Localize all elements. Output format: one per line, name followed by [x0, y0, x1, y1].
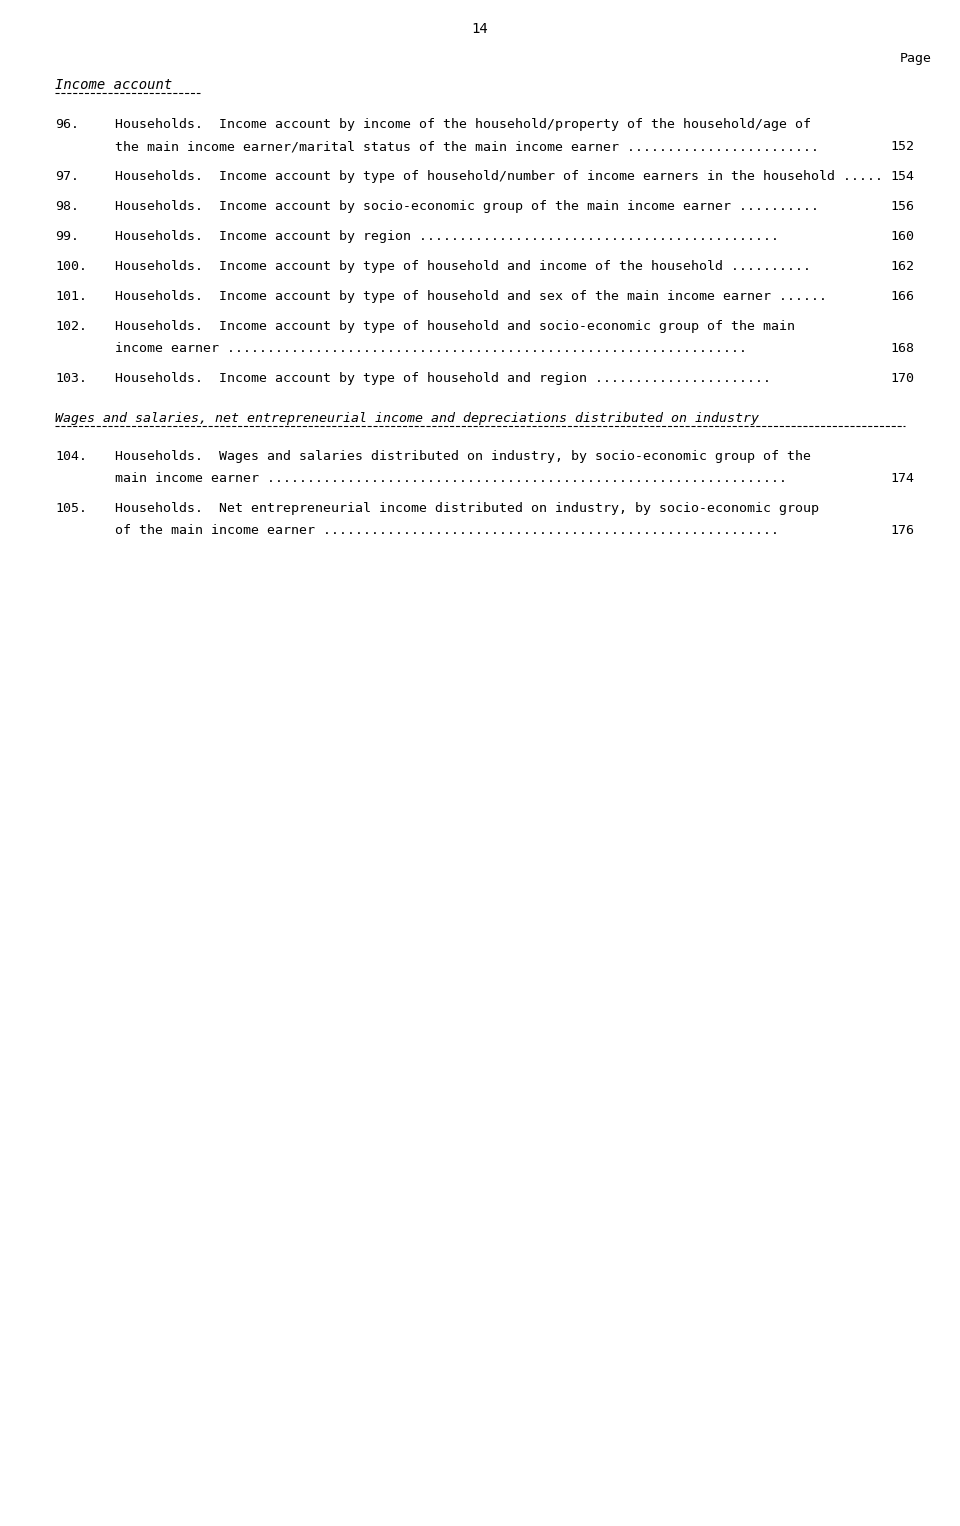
Text: Households.  Income account by type of household and sex of the main income earn: Households. Income account by type of ho… — [115, 290, 827, 304]
Text: 176: 176 — [890, 523, 914, 537]
Text: 152: 152 — [890, 140, 914, 153]
Text: Households.  Income account by type of household and region ....................: Households. Income account by type of ho… — [115, 372, 771, 385]
Text: 103.: 103. — [55, 372, 87, 385]
Text: 97.: 97. — [55, 169, 79, 183]
Text: Income account: Income account — [55, 78, 172, 92]
Text: 170: 170 — [890, 372, 914, 385]
Text: 98.: 98. — [55, 200, 79, 214]
Text: 100.: 100. — [55, 259, 87, 273]
Text: 174: 174 — [890, 472, 914, 485]
Text: 14: 14 — [471, 21, 489, 37]
Text: Households.  Income account by type of household and socio-economic group of the: Households. Income account by type of ho… — [115, 320, 795, 333]
Text: 154: 154 — [890, 169, 914, 183]
Text: Households.  Net entrepreneurial income distributed on industry, by socio-econom: Households. Net entrepreneurial income d… — [115, 502, 819, 514]
Text: Page: Page — [900, 52, 932, 66]
Text: 156: 156 — [890, 200, 914, 214]
Text: Households.  Income account by type of household/number of income earners in the: Households. Income account by type of ho… — [115, 169, 883, 183]
Text: of the main income earner ......................................................: of the main income earner ..............… — [115, 523, 779, 537]
Text: 101.: 101. — [55, 290, 87, 304]
Text: 104.: 104. — [55, 450, 87, 462]
Text: Households.  Income account by income of the household/property of the household: Households. Income account by income of … — [115, 118, 811, 131]
Text: 102.: 102. — [55, 320, 87, 333]
Text: Wages and salaries, net entrepreneurial income and depreciations distributed on : Wages and salaries, net entrepreneurial … — [55, 412, 759, 426]
Text: Households.  Wages and salaries distributed on industry, by socio-economic group: Households. Wages and salaries distribut… — [115, 450, 811, 462]
Text: 160: 160 — [890, 230, 914, 243]
Text: 166: 166 — [890, 290, 914, 304]
Text: 96.: 96. — [55, 118, 79, 131]
Text: 105.: 105. — [55, 502, 87, 514]
Text: Households.  Income account by type of household and income of the household ...: Households. Income account by type of ho… — [115, 259, 811, 273]
Text: 168: 168 — [890, 342, 914, 356]
Text: main income earner .............................................................: main income earner .....................… — [115, 472, 787, 485]
Text: Households.  Income account by socio-economic group of the main income earner ..: Households. Income account by socio-econ… — [115, 200, 819, 214]
Text: the main income earner/marital status of the main income earner ................: the main income earner/marital status of… — [115, 140, 819, 153]
Text: 99.: 99. — [55, 230, 79, 243]
Text: income earner .................................................................: income earner ..........................… — [115, 342, 747, 356]
Text: 162: 162 — [890, 259, 914, 273]
Text: Households.  Income account by region ..........................................: Households. Income account by region ...… — [115, 230, 779, 243]
